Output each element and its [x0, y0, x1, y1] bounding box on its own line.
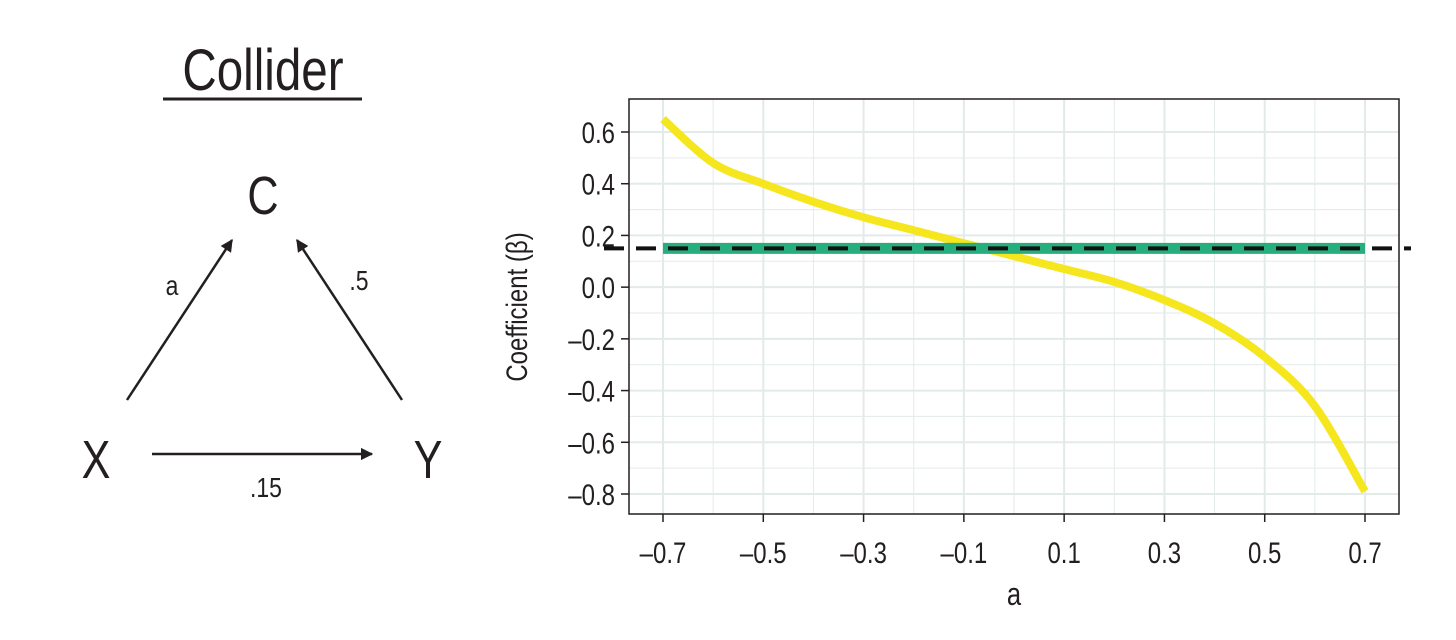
arrow-y-to-c — [295, 238, 404, 401]
edge-label-x-to-y: .15 — [250, 473, 282, 504]
x-tick-label: 0.7 — [1348, 535, 1381, 569]
edge-label-y-to-c: .5 — [349, 266, 368, 297]
y-tick-label: 0.2 — [582, 219, 615, 253]
coefficient-curve — [660, 116, 1369, 494]
x-axis-label: a — [1007, 577, 1022, 612]
diagram-title: Collider — [182, 39, 343, 104]
x-tick-label: 0.1 — [1047, 535, 1080, 569]
collider-diagram: Collider C X Y a .5 .15 — [82, 39, 443, 504]
x-tick-label: –0.1 — [941, 535, 988, 569]
plot-border — [628, 98, 1400, 515]
x-tick-label: –0.7 — [640, 535, 687, 569]
y-tick-label: –0.2 — [568, 322, 615, 356]
y-tick-label: 0.6 — [582, 115, 615, 149]
edge-label-x-to-c: a — [166, 271, 179, 302]
x-tick-label: 0.5 — [1248, 535, 1281, 569]
x-tick-label: –0.5 — [740, 535, 787, 569]
coefficient-chart: –0.7 –0.5 –0.3 –0.1 0.1 0.3 0.5 0.7 0.6 0.4 0.2 0.0… — [499, 98, 1411, 613]
node-y: Y — [414, 431, 443, 491]
node-c: C — [247, 167, 278, 227]
y-axis-label: Coefficient (β) — [499, 232, 533, 381]
grid-lines — [629, 99, 1399, 514]
series-layer — [604, 116, 1411, 494]
axes: –0.7 –0.5 –0.3 –0.1 0.1 0.3 0.5 0.7 0.6 0.4 0.2 0.0… — [568, 115, 1381, 569]
y-tick-label: –0.6 — [568, 426, 615, 460]
y-tick-label: –0.8 — [568, 477, 615, 511]
y-tick-label: 0.0 — [582, 271, 615, 305]
y-tick-label: –0.4 — [568, 374, 615, 408]
x-tick-label: 0.3 — [1148, 535, 1181, 569]
x-tick-label: –0.3 — [840, 535, 887, 569]
arrow-x-to-c — [125, 238, 234, 401]
y-tick-label: 0.4 — [582, 167, 615, 201]
node-x: X — [82, 431, 111, 491]
